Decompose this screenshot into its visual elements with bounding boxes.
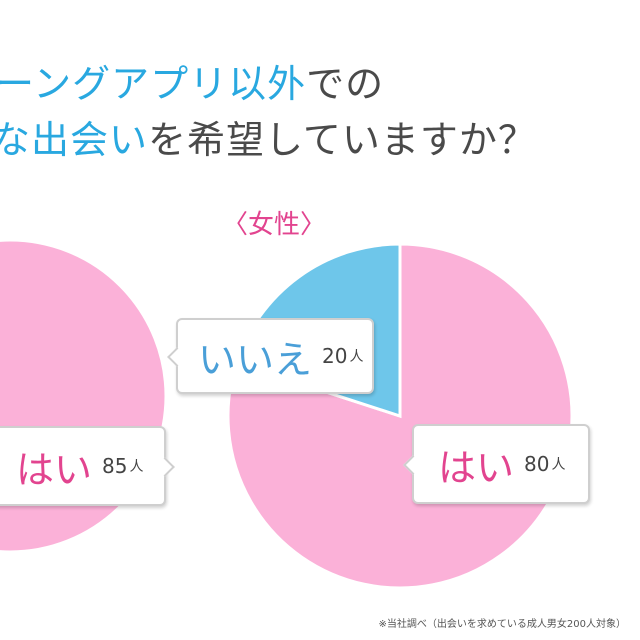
female-no-word: いいえ (198, 337, 313, 382)
footnote: ※当社調べ（出会いを求めている成人男女200人対象） (378, 619, 626, 630)
title-line-1-rest: での (306, 62, 385, 106)
chart-title: ーングアプリ以外での な出会いを希望していますか？ (0, 56, 640, 168)
male-yes-unit: 人 (129, 459, 144, 475)
male-yes-count: 85 (102, 454, 128, 478)
female-no-unit: 人 (349, 349, 364, 365)
female-yes-unit: 人 (551, 457, 566, 473)
female-yes-word: はい (438, 445, 515, 490)
female-no-label: いいえ 20 人 (176, 318, 374, 394)
male-yes-word: はい (16, 447, 93, 492)
title-line-1-highlight: ーングアプリ以外 (0, 62, 307, 106)
title-line-2-rest: を希望していますか？ (148, 118, 537, 162)
female-yes-count: 80 (524, 452, 550, 476)
title-line-2-highlight: な出会い (0, 118, 149, 162)
title-line-2: な出会いを希望していますか？ (0, 112, 640, 168)
female-no-count: 20 (322, 344, 348, 368)
female-yes-label: はい 80 人 (412, 424, 590, 504)
title-line-1: ーングアプリ以外での (0, 56, 640, 112)
male-yes-label: はい 85 人 (0, 426, 166, 506)
female-panel-label: 〈女性〉 (222, 210, 327, 240)
